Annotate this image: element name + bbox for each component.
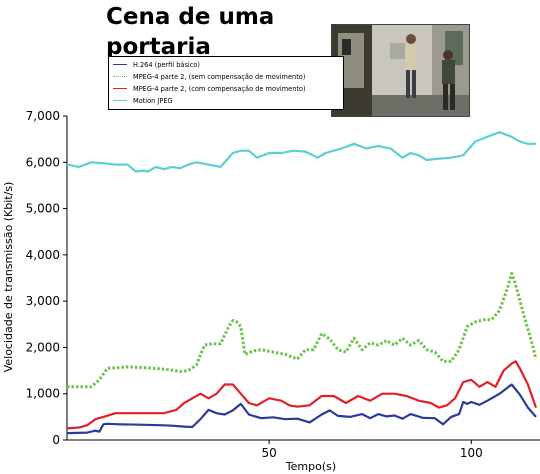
legend-entry: MPEG-4 parte 2, (sem compensação de movi… [111, 71, 341, 83]
series-layer [66, 131, 538, 435]
series-line-motion-jpeg [66, 131, 536, 173]
x-axis-label: Tempo(s) [285, 460, 336, 473]
legend-entry: Motion JPEG [111, 95, 341, 107]
series-line-mpeg-4-parte-2-com-compensa-o-de-movimento [66, 360, 538, 430]
y-tick-label: 6,000 [26, 155, 60, 169]
y-tick-label: 7,000 [26, 109, 60, 123]
chart-legend: H.264 (perfil básico) MPEG-4 parte 2, (s… [108, 56, 344, 110]
series-line-h-264-perfil-b-sico [66, 383, 537, 435]
axes: 0 1,000 2,000 3,000 4,000 5,000 6,000 7,000 50 10… [26, 109, 540, 460]
legend-label: H.264 (perfil básico) [133, 61, 200, 69]
x-tick-label: 100 [460, 446, 483, 460]
y-tick-label: 0 [52, 433, 60, 447]
y-tick-label: 1,000 [26, 387, 60, 401]
y-tick-label: 4,000 [26, 248, 60, 262]
x-tick-label: 50 [261, 446, 276, 460]
legend-entry: MPEG-4 parte 2, (com compensação de movi… [111, 83, 341, 95]
legend-label: MPEG-4 parte 2, (sem compensação de movi… [133, 73, 306, 81]
y-tick-label: 5,000 [26, 202, 60, 216]
y-tick-label: 2,000 [26, 340, 60, 354]
series-line-mpeg-4-parte-2-sem-compensa-o-de-movimento [67, 271, 538, 389]
chart-title: Cena de uma portaria [106, 4, 275, 60]
legend-swatch-mpeg4-com [113, 88, 127, 89]
legend-swatch-h264 [113, 64, 127, 65]
legend-swatch-mpeg4-sem [113, 76, 127, 77]
legend-swatch-mjpeg [113, 100, 127, 101]
y-axis-label: Velocidade de transmissão (Kbit/s) [2, 182, 15, 373]
y-tick-label: 3,000 [26, 294, 60, 308]
legend-entry: H.264 (perfil básico) [111, 59, 341, 71]
legend-label: Motion JPEG [133, 97, 173, 105]
legend-label: MPEG-4 parte 2, (com compensação de movi… [133, 85, 306, 93]
